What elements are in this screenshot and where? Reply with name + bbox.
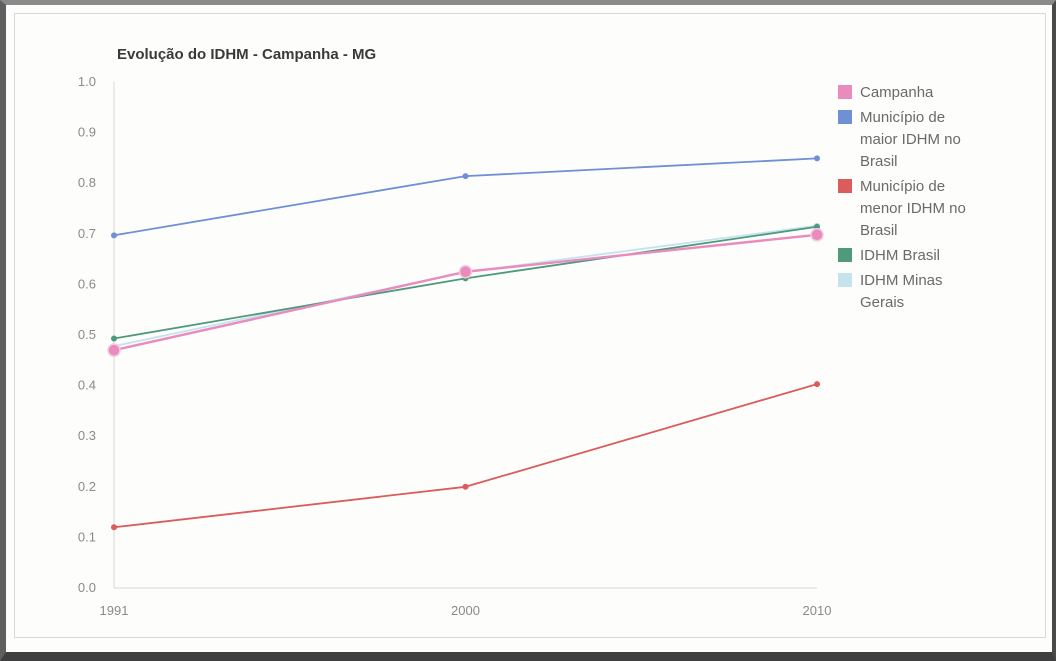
y-tick-label: 1.0 — [78, 74, 96, 89]
y-tick-label: 0.5 — [78, 327, 96, 342]
data-point — [810, 228, 824, 242]
series-line — [113, 383, 818, 529]
series-0 — [107, 228, 824, 357]
series-line — [113, 224, 818, 348]
y-tick-label: 0.6 — [78, 276, 96, 291]
data-point — [111, 524, 117, 531]
legend-item: Município de maior IDHM no Brasil — [838, 109, 961, 170]
legend-label: Brasil — [860, 153, 898, 170]
series-line — [113, 157, 818, 237]
legend-label: menor IDHM no — [860, 200, 966, 217]
y-tick-label: 0.9 — [78, 125, 96, 140]
legend-item: IDHM Minas Gerais — [838, 272, 943, 311]
series-1 — [111, 155, 820, 239]
y-tick-label: 0.1 — [78, 529, 96, 544]
legend-item: Município de menor IDHM no Brasil — [838, 178, 966, 239]
data-point — [814, 223, 820, 230]
legend-label: Gerais — [860, 294, 904, 311]
legend-swatch — [838, 248, 852, 262]
data-point — [107, 343, 121, 357]
legend-swatch — [838, 85, 852, 99]
y-tick-label: 0.4 — [78, 378, 96, 393]
legend-label: maior IDHM no — [860, 131, 961, 148]
x-tick-label: 1991 — [100, 603, 129, 618]
data-point — [814, 155, 820, 162]
legend-label: Campanha — [860, 84, 934, 101]
legend-item: IDHM Brasil — [838, 247, 940, 264]
legend-swatch — [838, 179, 852, 193]
y-tick-label: 0.0 — [78, 580, 96, 595]
x-axis: 1991 2000 2010 — [100, 587, 832, 618]
x-tick-label: 2000 — [451, 603, 480, 618]
series-line — [113, 225, 818, 340]
legend-label: Município de — [860, 109, 945, 126]
y-tick-label: 0.8 — [78, 175, 96, 190]
y-axis: 0.0 0.1 0.2 0.3 0.4 0.5 0.6 0.7 0.8 0.9 1.0 — [78, 74, 115, 595]
series-lines — [107, 155, 824, 531]
legend-label: IDHM Brasil — [860, 247, 940, 264]
legend-label: Município de — [860, 178, 945, 195]
series-2 — [111, 381, 820, 531]
series-line — [113, 233, 818, 352]
legend-swatch — [838, 110, 852, 124]
legend-label: Brasil — [860, 222, 898, 239]
y-tick-label: 0.7 — [78, 226, 96, 241]
chart-title: Evolução do IDHM - Campanha - MG — [117, 46, 376, 63]
data-point — [462, 483, 469, 490]
legend-label: IDHM Minas — [860, 272, 943, 289]
y-tick-label: 0.3 — [78, 428, 96, 443]
legend-swatch — [838, 273, 852, 287]
y-tick-label: 0.2 — [78, 479, 96, 494]
data-point — [111, 232, 117, 239]
data-point — [814, 381, 820, 388]
data-point — [462, 173, 469, 180]
data-point — [458, 265, 473, 279]
legend-item: Campanha — [838, 84, 934, 101]
x-tick-label: 2010 — [803, 603, 832, 618]
data-point — [111, 335, 117, 342]
